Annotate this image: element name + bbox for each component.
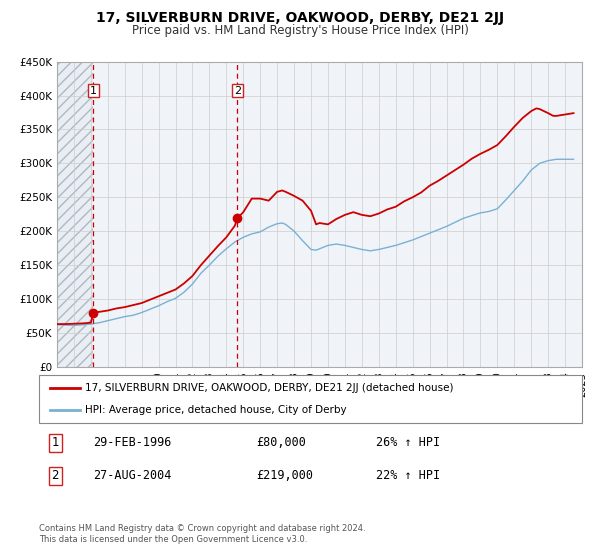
Text: 22% ↑ HPI: 22% ↑ HPI bbox=[376, 469, 440, 483]
Text: 17, SILVERBURN DRIVE, OAKWOOD, DERBY, DE21 2JJ: 17, SILVERBURN DRIVE, OAKWOOD, DERBY, DE… bbox=[96, 11, 504, 25]
Bar bbox=[57, 62, 94, 367]
Text: £80,000: £80,000 bbox=[256, 436, 306, 450]
Text: 26% ↑ HPI: 26% ↑ HPI bbox=[376, 436, 440, 450]
Text: Contains HM Land Registry data © Crown copyright and database right 2024.: Contains HM Land Registry data © Crown c… bbox=[39, 524, 365, 533]
Text: HPI: Average price, detached house, City of Derby: HPI: Average price, detached house, City… bbox=[85, 405, 347, 415]
Text: 17, SILVERBURN DRIVE, OAKWOOD, DERBY, DE21 2JJ (detached house): 17, SILVERBURN DRIVE, OAKWOOD, DERBY, DE… bbox=[85, 383, 454, 393]
Text: 27-AUG-2004: 27-AUG-2004 bbox=[94, 469, 172, 483]
Text: This data is licensed under the Open Government Licence v3.0.: This data is licensed under the Open Gov… bbox=[39, 535, 307, 544]
Text: 2: 2 bbox=[52, 469, 59, 483]
Text: 1: 1 bbox=[90, 86, 97, 96]
Text: Price paid vs. HM Land Registry's House Price Index (HPI): Price paid vs. HM Land Registry's House … bbox=[131, 24, 469, 36]
Text: 1: 1 bbox=[52, 436, 59, 450]
Text: 29-FEB-1996: 29-FEB-1996 bbox=[94, 436, 172, 450]
FancyBboxPatch shape bbox=[39, 375, 582, 423]
Text: 2: 2 bbox=[234, 86, 241, 96]
Text: £219,000: £219,000 bbox=[256, 469, 313, 483]
